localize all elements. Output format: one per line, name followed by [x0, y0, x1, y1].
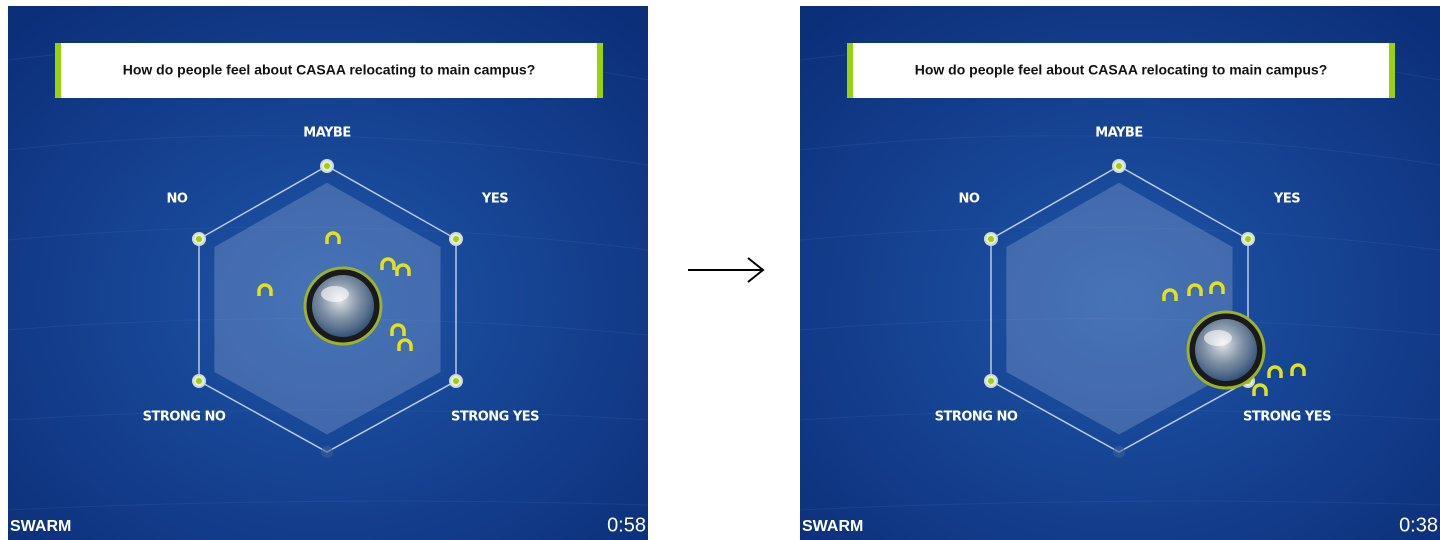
- brand-label: SWARM: [10, 518, 71, 535]
- question-text: How do people feel about CASAA relocatin…: [123, 62, 536, 78]
- answer-label: STRONG NO: [143, 410, 226, 425]
- screenshot-comparison: How do people feel about CASAA relocatin…: [0, 0, 1440, 540]
- timer: 0:58: [607, 514, 646, 536]
- target-node-core: [988, 378, 994, 384]
- target-node-core: [1116, 163, 1122, 169]
- answer-label: YES: [1273, 192, 1300, 207]
- swarm-panel: How do people feel about CASAA relocatin…: [8, 6, 648, 540]
- question-bar-edge: [1389, 43, 1395, 98]
- answer-label: STRONG YES: [1243, 410, 1331, 425]
- puck-shine: [321, 286, 349, 302]
- puck-shine: [1204, 330, 1232, 346]
- answer-label: STRONG NO: [935, 410, 1018, 425]
- brand-label: SWARM: [802, 518, 863, 535]
- question-bar-edge: [597, 43, 603, 98]
- answer-label: NO: [167, 192, 188, 207]
- target-node-core: [453, 378, 459, 384]
- target-node-core: [196, 236, 202, 242]
- target-node-core: [1245, 236, 1251, 242]
- swarm-panel: How do people feel about CASAA relocatin…: [800, 6, 1440, 540]
- target-node: [1113, 446, 1125, 458]
- question-text: How do people feel about CASAA relocatin…: [915, 62, 1328, 78]
- puck-lens: [312, 275, 374, 337]
- transition-arrow: [688, 258, 763, 282]
- target-node-core: [988, 236, 994, 242]
- answer-label: NO: [959, 192, 980, 207]
- puck-lens: [1195, 319, 1257, 381]
- timer: 0:38: [1399, 514, 1438, 536]
- target-node-core: [453, 236, 459, 242]
- answer-label: STRONG YES: [451, 410, 539, 425]
- answer-label: MAYBE: [1095, 126, 1142, 141]
- answer-label: MAYBE: [303, 126, 350, 141]
- answer-label: YES: [481, 192, 508, 207]
- target-node-core: [196, 378, 202, 384]
- question-bar-edge: [847, 43, 853, 98]
- question-bar-edge: [55, 43, 61, 98]
- target-node: [321, 446, 333, 458]
- target-node-core: [324, 163, 330, 169]
